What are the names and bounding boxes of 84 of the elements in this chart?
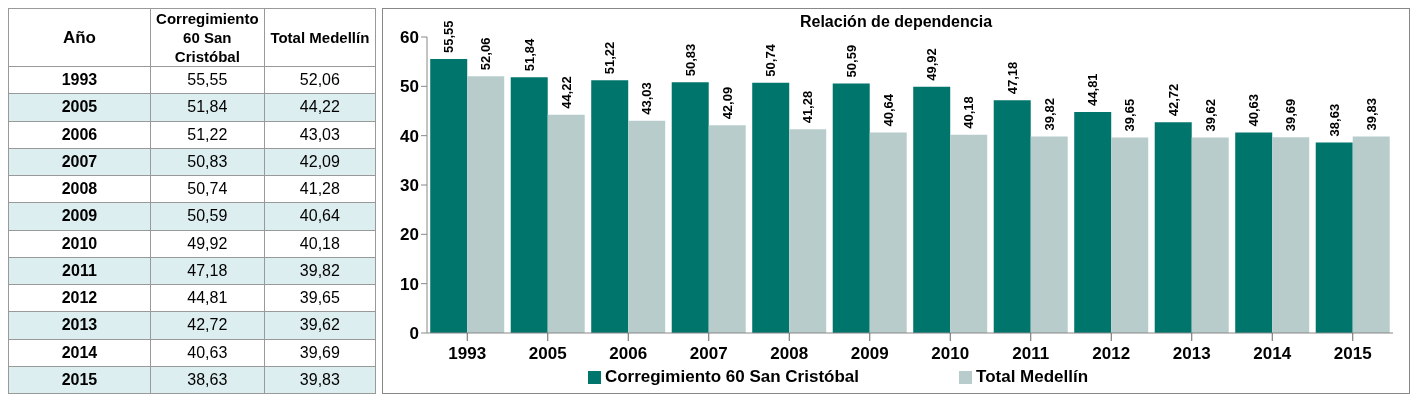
text: 39,83 (299, 370, 340, 388)
category-label: 2006 (61, 125, 98, 143)
data-label: 41,28 (800, 90, 816, 124)
x-tick-label: 1993 (448, 344, 487, 364)
legend-label: Total Medellín (976, 367, 1089, 386)
text: 39,69 (299, 343, 340, 361)
category-label: 2005 (61, 98, 98, 116)
x-tick-label: 2010 (931, 344, 970, 364)
data-label: 39,69 (1283, 98, 1299, 132)
category-label: 2012 (61, 289, 98, 307)
text: 39,65 (299, 289, 340, 307)
y-tick-label: 50 (400, 77, 419, 97)
data-label: 51,84 (521, 37, 537, 72)
text: 40,63 (187, 343, 228, 361)
data-label: 38,63 (1326, 103, 1342, 137)
category-label: 1993 (61, 71, 98, 89)
category-label: 2011 (62, 261, 97, 279)
data-label: 40,18 (961, 96, 977, 129)
text: 40,64 (299, 207, 340, 225)
data-label: 40,64 (880, 93, 896, 127)
text: 40,18 (299, 234, 340, 252)
data-label: 39,62 (1202, 98, 1218, 132)
y-tick-label: 30 (400, 176, 419, 196)
data-label: 50,59 (843, 44, 859, 78)
text: 39,62 (299, 316, 340, 334)
x-tick-label: 2007 (689, 344, 728, 364)
data-label: 47,18 (1004, 61, 1020, 95)
text: 42,09 (299, 152, 340, 170)
y-tick-label: 10 (400, 274, 419, 294)
text: Corregimiento 60 San Cristóbal (156, 10, 259, 65)
x-tick-label: 2005 (528, 344, 567, 364)
text: 51,22 (187, 125, 228, 143)
data-label: 51,22 (602, 41, 618, 75)
data-label: 44,22 (558, 76, 574, 109)
text: 44,81 (187, 289, 228, 307)
text: 50,59 (187, 207, 228, 225)
data-label: 55,55 (441, 20, 457, 53)
x-tick-label: 2014 (1253, 344, 1292, 364)
x-tick-label: 2011 (1012, 344, 1050, 364)
x-tick-label: 2015 (1333, 344, 1372, 364)
text: 51,84 (187, 98, 228, 116)
text: 41,28 (299, 180, 340, 198)
text: 43,03 (299, 125, 340, 143)
text: 50,74 (187, 180, 228, 198)
y-tick-label: 40 (400, 126, 419, 146)
data-label: 44,81 (1085, 73, 1101, 106)
data-label: 39,65 (1122, 98, 1138, 132)
text: 39,82 (299, 261, 340, 279)
data-label: 40,63 (1246, 94, 1262, 127)
data-label: 42,72 (1165, 83, 1181, 117)
text: 44,22 (299, 98, 340, 116)
text: 49,92 (187, 234, 228, 252)
text: Total Medellín (270, 29, 370, 46)
text: 42,72 (187, 316, 228, 334)
x-tick-label: 2013 (1172, 344, 1211, 364)
data-label: 39,82 (1041, 98, 1057, 131)
data-label: 52,06 (478, 37, 494, 71)
category-label: 2009 (61, 207, 98, 225)
legend-label: Corregimiento 60 San Cristóbal (604, 367, 860, 386)
x-tick-label: 2012 (1092, 344, 1131, 364)
text: Año (8, 8, 151, 67)
x-tick-label: 2008 (770, 344, 809, 364)
text: 50,83 (187, 152, 228, 170)
category-label: 2015 (61, 370, 98, 388)
data-label: 49,92 (924, 48, 940, 81)
category-label: 2008 (61, 180, 98, 198)
y-tick-label: 0 (409, 324, 419, 344)
category-label: 2013 (61, 316, 98, 334)
data-label: 39,83 (1363, 97, 1379, 131)
data-label: 50,83 (682, 43, 698, 77)
y-tick-label: 20 (400, 225, 419, 245)
text: 47,18 (187, 261, 228, 279)
category-label: 2007 (61, 152, 98, 170)
data-label: 42,09 (719, 86, 735, 120)
category-label: 2010 (61, 234, 98, 252)
text: 52,06 (299, 71, 340, 89)
text: 38,63 (187, 370, 228, 388)
text: 55,55 (187, 71, 228, 89)
data-label: 43,03 (639, 82, 655, 115)
data-label: 50,74 (763, 43, 779, 77)
chart-title: Relación de dependencia (799, 13, 993, 30)
x-tick-label: 2006 (609, 344, 648, 364)
y-tick-label: 60 (400, 28, 419, 48)
x-tick-label: 2009 (850, 344, 889, 364)
